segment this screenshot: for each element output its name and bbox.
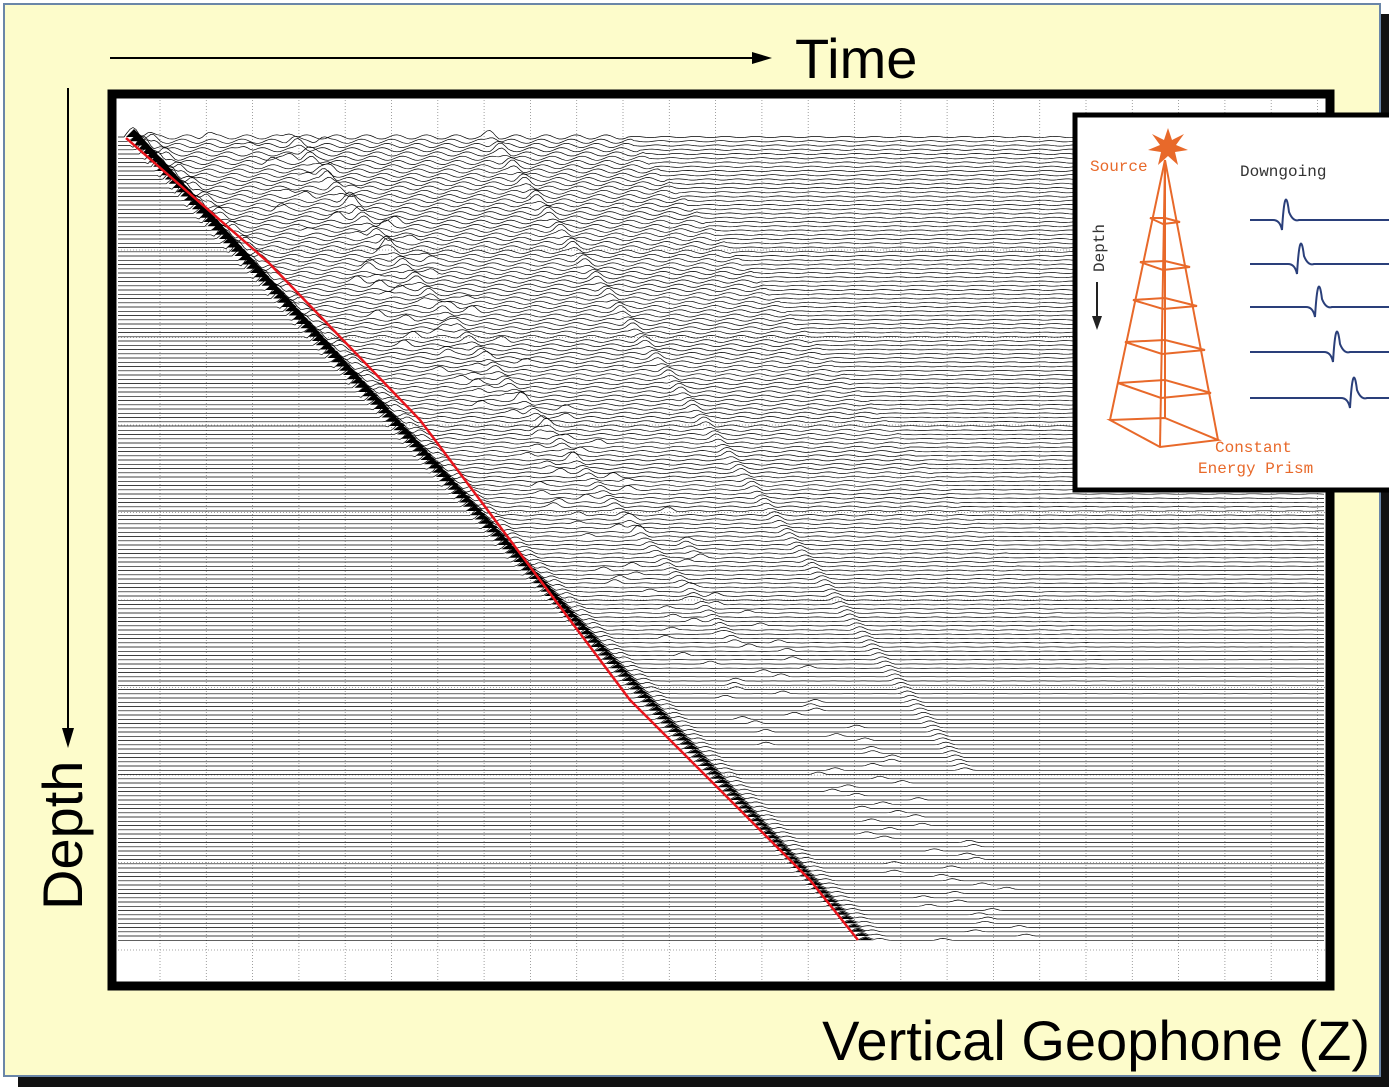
downgoing-label: Downgoing	[1240, 163, 1326, 181]
prism-label-1: Constant	[1215, 439, 1292, 457]
inset: Source Downgoing Depth Constant Energy P…	[1075, 115, 1389, 490]
depth-label: Depth	[31, 761, 94, 910]
caption: Vertical Geophone (Z)	[822, 1009, 1370, 1072]
time-label: Time	[795, 27, 917, 90]
inset-depth-label: Depth	[1091, 224, 1109, 272]
source-label: Source	[1090, 158, 1148, 176]
slide: Time Depth Source Downgoing Depth Consta…	[0, 0, 1389, 1087]
prism-label-2: Energy Prism	[1198, 460, 1313, 478]
